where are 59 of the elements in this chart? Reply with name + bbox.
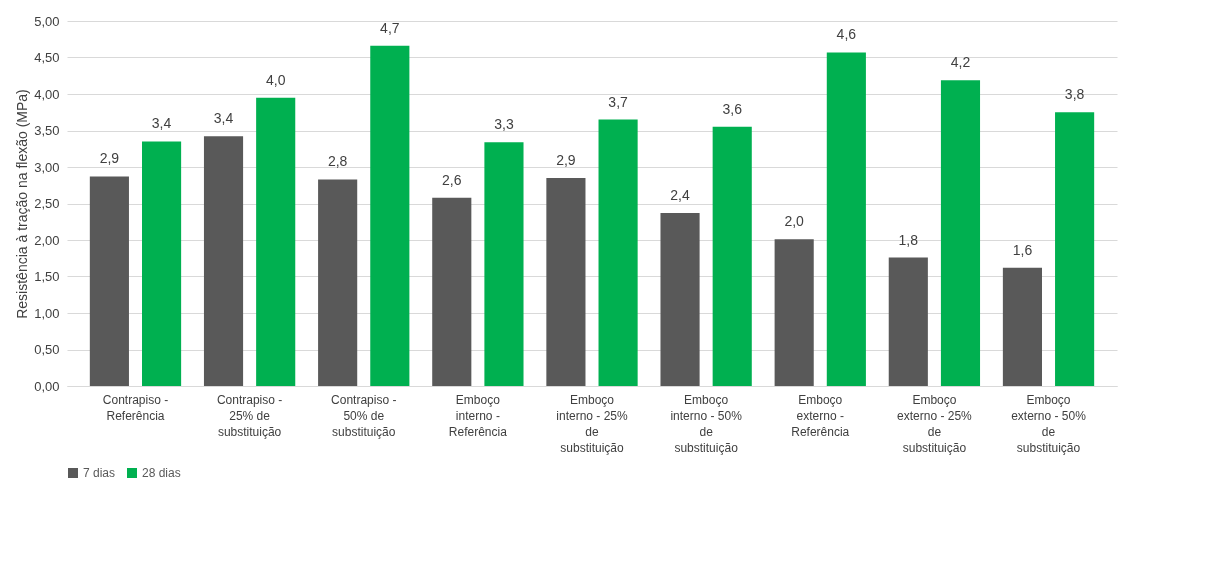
y-tick-label: 1,50 (34, 269, 60, 284)
x-tick-label: Contrapiso - Referência (102, 392, 169, 423)
y-tick-label: 0,00 (34, 378, 60, 394)
x-tick-label: Emboço interno - Referência (448, 392, 508, 439)
data-label: 3,8 (1064, 86, 1085, 103)
bar (89, 176, 129, 386)
data-label: 4,6 (836, 26, 857, 43)
bar (318, 179, 358, 386)
bar (546, 177, 586, 386)
bar (432, 197, 472, 386)
y-tick-label: 0,50 (34, 342, 60, 357)
bar (660, 212, 700, 386)
data-label: 2,6 (442, 171, 462, 188)
data-label: 4,2 (950, 54, 971, 71)
bar (940, 80, 981, 386)
data-label: 4,7 (380, 19, 400, 36)
x-tick-label: Emboço externo - 50% de substituição (1011, 392, 1087, 455)
data-label: 1,6 (1012, 241, 1033, 258)
bar (256, 97, 296, 386)
bar (203, 136, 244, 386)
y-tick-label: 1,00 (34, 305, 60, 321)
data-label: 2,8 (327, 153, 348, 170)
data-label: 2,0 (784, 213, 805, 230)
legend-label: 28 dias (142, 466, 181, 480)
x-tick-label: Contrapiso - 25% de substituição (216, 392, 283, 439)
data-label: 1,8 (898, 231, 919, 248)
data-label: 4,0 (265, 71, 286, 88)
bar (774, 239, 814, 386)
data-label: 3,6 (722, 100, 743, 117)
bar (598, 119, 638, 386)
bar (142, 141, 182, 386)
y-axis-title: Resistência à tração na flexão (MPa) (14, 89, 31, 319)
legend-label: 7 dias (83, 466, 116, 480)
bar (826, 52, 866, 386)
bar (1002, 267, 1042, 386)
y-tick-label: 3,50 (34, 123, 60, 138)
data-label: 2,4 (670, 186, 690, 203)
bar (1055, 112, 1095, 386)
y-tick-label: 3,00 (34, 159, 60, 175)
data-label: 3,4 (151, 115, 172, 132)
data-label: 2,9 (556, 151, 576, 168)
y-tick-label: 2,00 (34, 232, 60, 248)
y-tick-label: 4,00 (34, 86, 60, 102)
x-tick-label: Emboço interno - 25% de substituição (556, 392, 629, 455)
x-tick-label: Emboço externo - Referência (791, 392, 850, 439)
bar (370, 45, 410, 386)
data-label: 3,4 (213, 110, 234, 127)
data-label: 3,7 (608, 93, 629, 110)
bar (484, 142, 524, 386)
x-tick-label: Emboço interno - 50% de substituição (670, 392, 743, 455)
y-tick-label: 4,50 (34, 50, 60, 65)
x-tick-label: Contrapiso - 50% de substituição (331, 392, 397, 439)
bar (888, 257, 928, 386)
y-tick-label: 5,00 (34, 13, 60, 29)
bar (712, 126, 752, 386)
y-tick-label: 2,50 (34, 196, 60, 211)
data-label: 3,3 (494, 116, 514, 133)
x-tick-label: Emboço externo - 25% de substituição (897, 392, 973, 455)
data-label: 2,9 (99, 150, 120, 167)
